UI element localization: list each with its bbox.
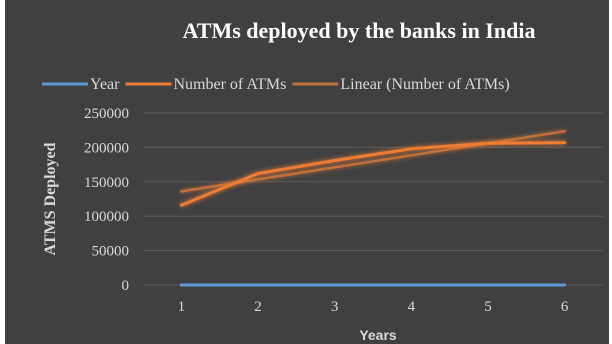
x-tick-label: 4 (408, 299, 416, 315)
gridlines (143, 112, 603, 286)
x-tick-labels: 1 2 3 4 5 6 (178, 299, 569, 315)
series-line-number-of-atms (179, 141, 567, 207)
chart-title: ATMs deployed by the banks in India (183, 18, 536, 43)
y-tick-label: 0 (122, 278, 130, 294)
y-tick-label: 150000 (84, 175, 129, 191)
y-tick-labels: 0 50000 100000 150000 200000 250000 (84, 106, 129, 294)
chart-svg: ATMs deployed by the banks in India Year… (42, 18, 603, 343)
legend-entry: Number of ATMs (125, 76, 286, 93)
legend-label: Year (90, 76, 120, 93)
legend-label: Linear (Number of ATMs) (340, 76, 509, 93)
legend-entry: Linear (Number of ATMs) (292, 76, 510, 93)
y-tick-label: 250000 (84, 106, 129, 122)
legend-label: Number of ATMs (173, 76, 286, 93)
series-lines (179, 129, 567, 287)
x-axis-title: Years (359, 327, 397, 343)
x-tick-label: 6 (561, 299, 569, 315)
x-tick-label: 5 (484, 299, 492, 315)
y-tick-label: 50000 (92, 244, 130, 260)
x-tick-label: 1 (178, 299, 186, 315)
y-tick-label: 100000 (84, 209, 129, 225)
legend-entry: Year (42, 76, 120, 93)
y-tick-label: 200000 (84, 140, 129, 156)
y-axis-title: ATMS Deployed (42, 142, 59, 255)
chart-area: ATMs deployed by the banks in India Year… (5, 0, 609, 344)
x-tick-label: 2 (254, 299, 262, 315)
series-line-linear-trend (180, 129, 566, 193)
legend: Year Number of ATMs Linear (Number of ATMs… (42, 76, 510, 93)
x-tick-label: 3 (331, 299, 339, 315)
